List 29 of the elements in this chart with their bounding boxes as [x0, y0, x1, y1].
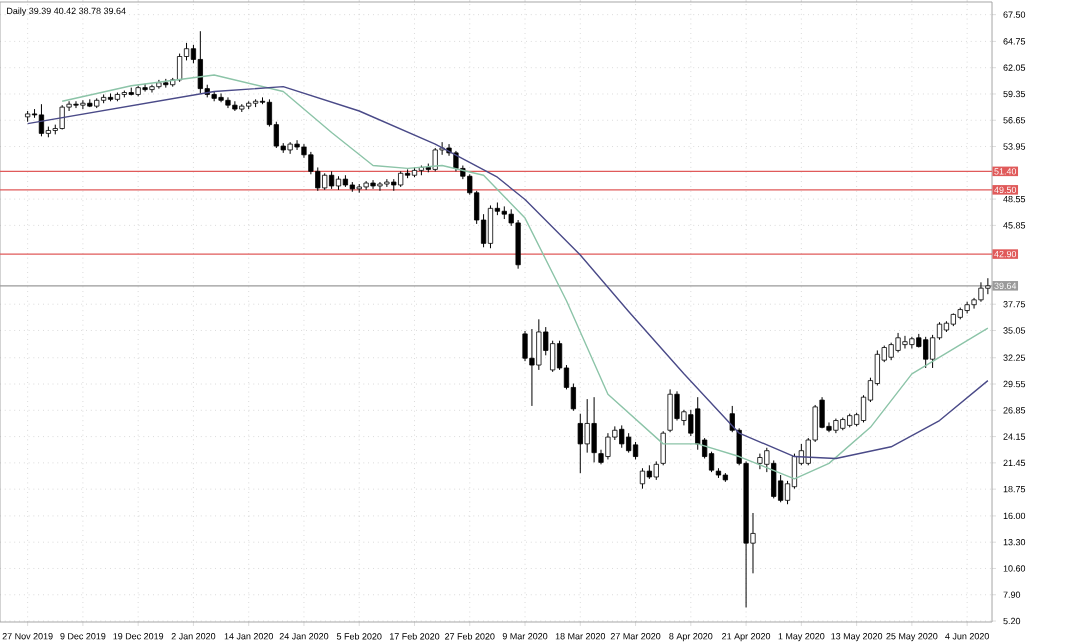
candlestick [985, 277, 991, 295]
candlestick [619, 424, 625, 449]
candlestick [584, 398, 590, 454]
candlestick [591, 396, 597, 463]
candlestick [384, 178, 390, 188]
candlestick [923, 336, 929, 369]
candlestick [605, 432, 611, 460]
candlestick [667, 388, 673, 433]
candlestick [225, 96, 231, 109]
candlestick [59, 104, 65, 130]
candlestick [149, 84, 155, 94]
candlestick [177, 53, 183, 83]
candlestick [626, 432, 632, 454]
candlestick [232, 100, 238, 112]
candlestick [695, 396, 701, 451]
candlestick [902, 335, 908, 349]
candlestick [80, 99, 86, 110]
candlestick [688, 409, 694, 437]
candlestick [577, 413, 583, 474]
candlestick [639, 467, 646, 490]
candlestick [895, 332, 901, 353]
candlestick [294, 139, 300, 151]
candlestick [377, 181, 383, 192]
candlestick [453, 150, 459, 172]
candlestick [38, 103, 45, 137]
candlestick [978, 281, 984, 303]
candlestick [487, 204, 494, 249]
candlestick [197, 30, 203, 94]
candlestick [529, 328, 535, 407]
